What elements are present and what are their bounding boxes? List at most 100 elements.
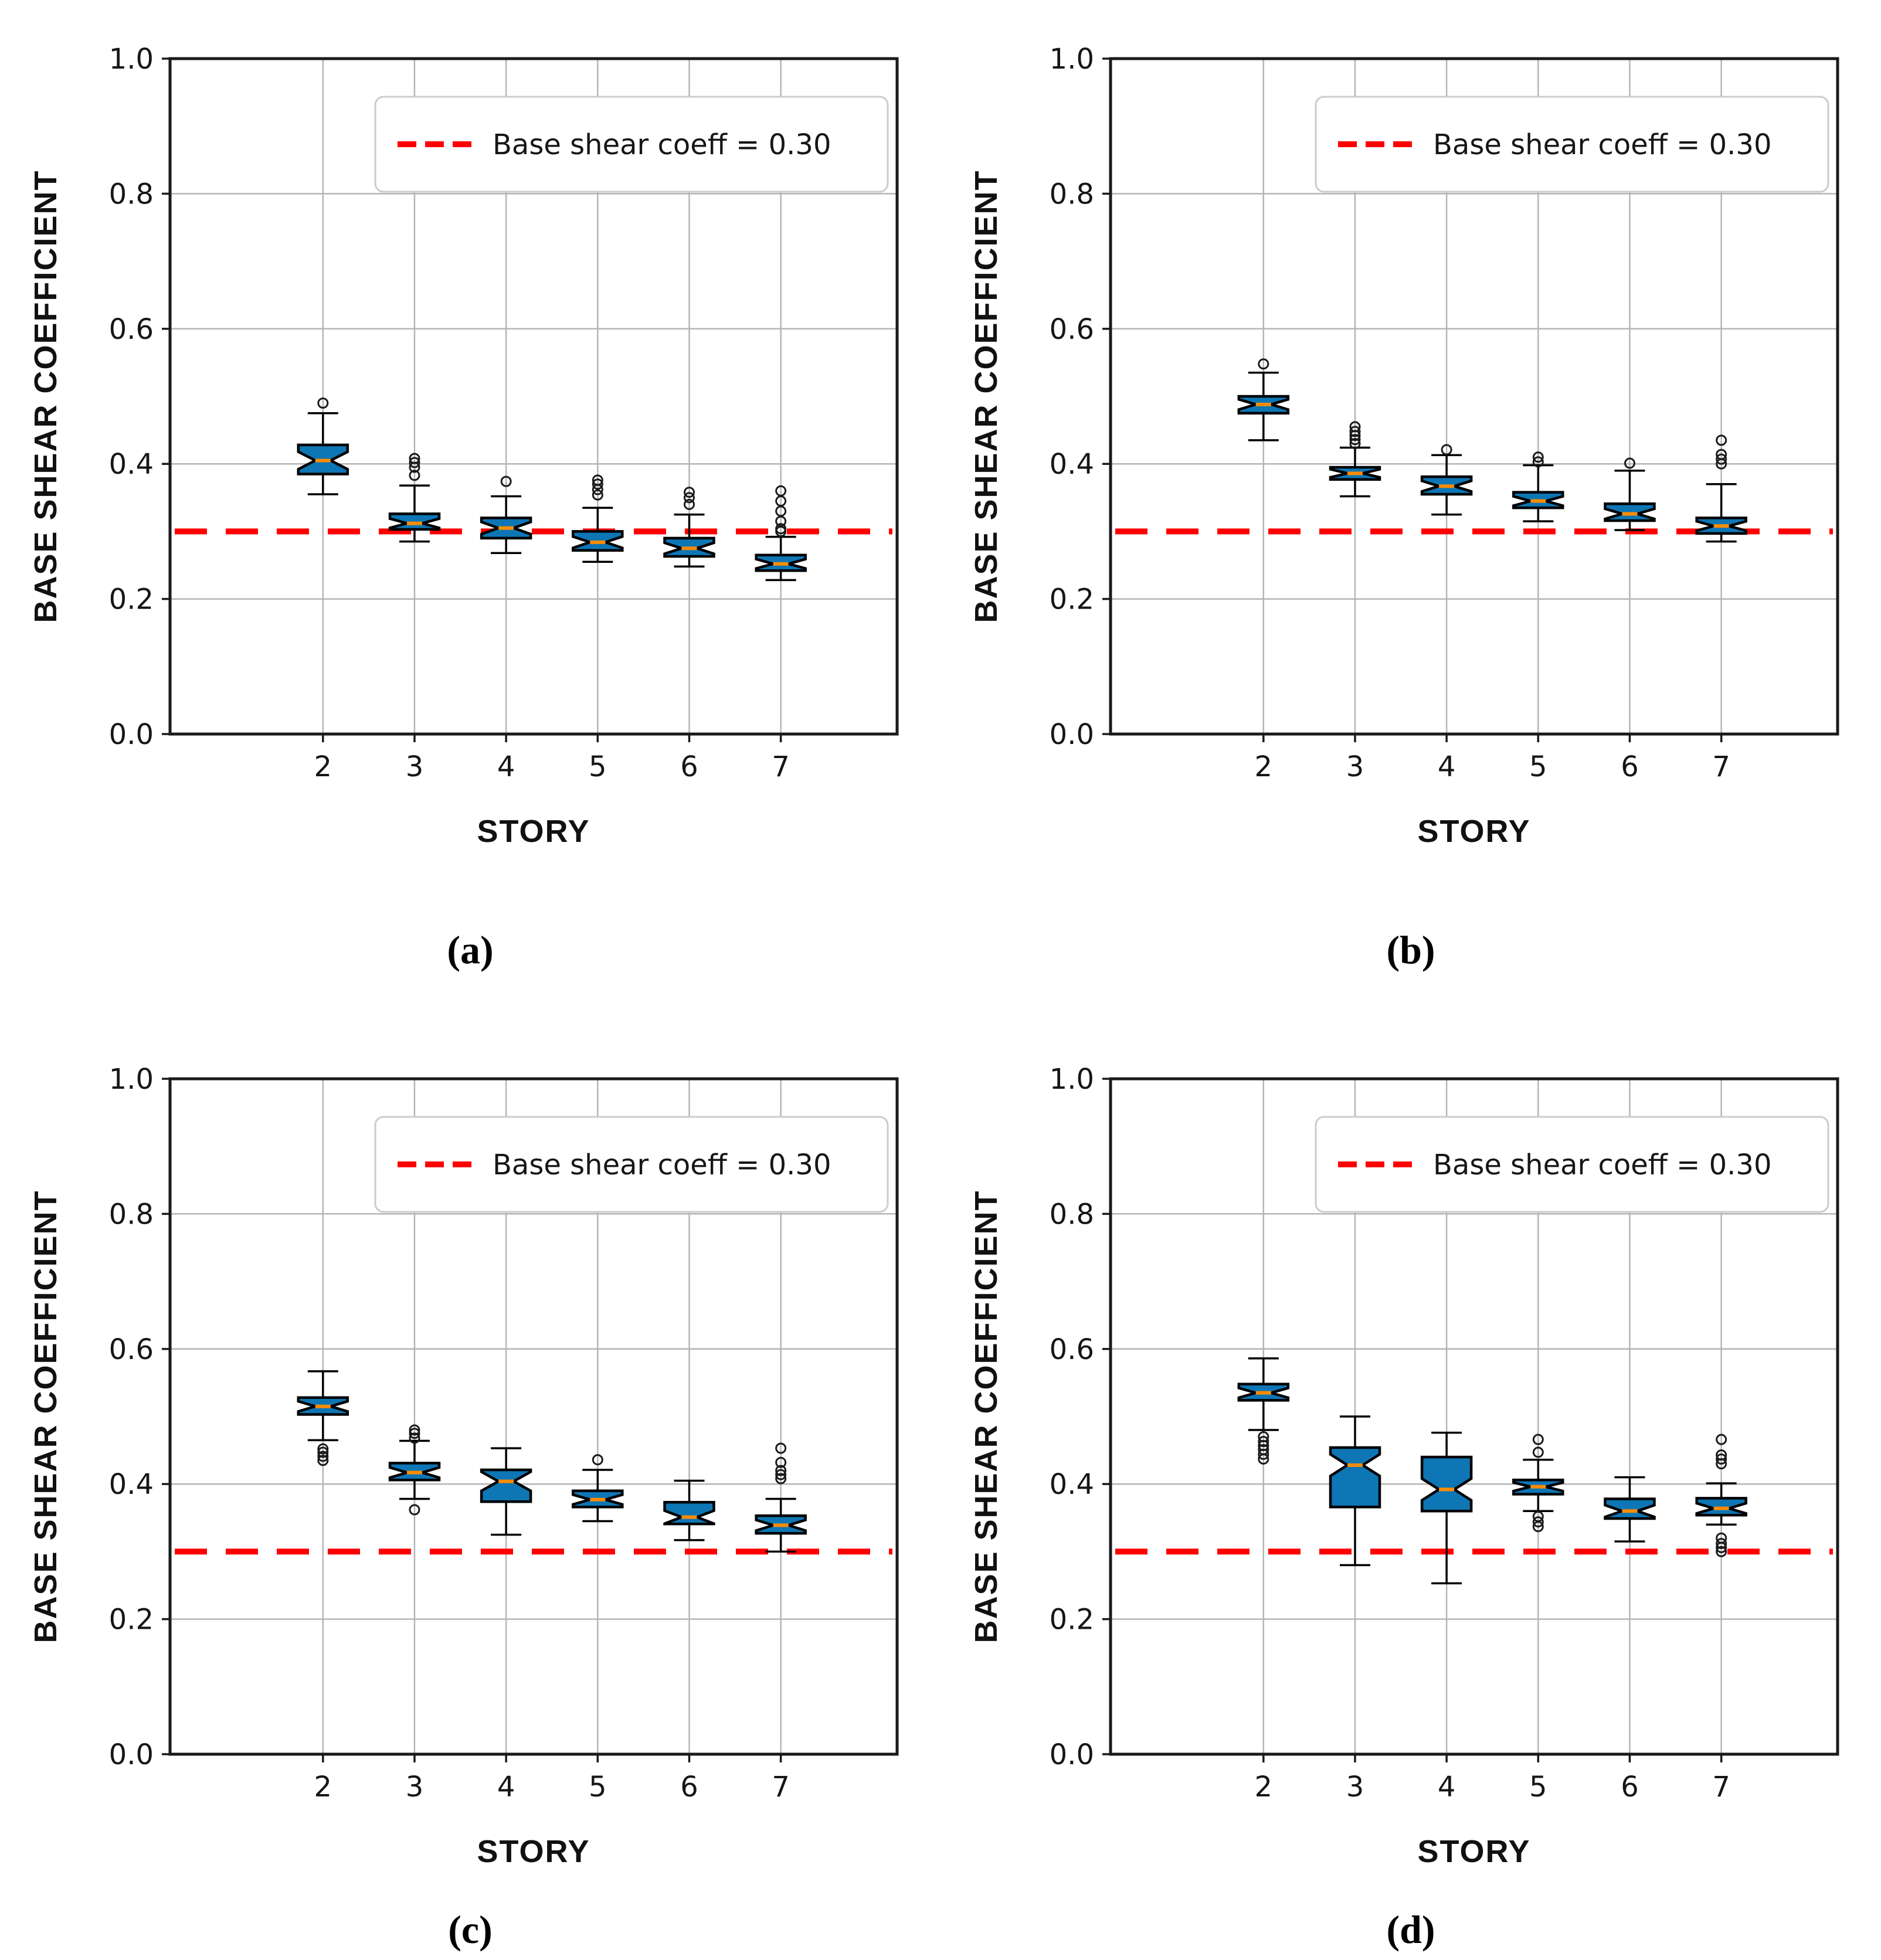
x-tick-label: 3: [1346, 750, 1364, 783]
outlier-point: [1716, 1545, 1727, 1557]
outlier-point: [409, 453, 420, 464]
y-tick-label: 1.0: [1050, 1063, 1094, 1096]
y-tick-label: 0.0: [109, 1738, 154, 1771]
box-group-story-3: [1329, 421, 1381, 498]
y-tick-label: 0.6: [1050, 313, 1094, 346]
y-tick-label: 0.0: [109, 718, 154, 751]
y-tick-label: 0.2: [109, 583, 154, 616]
outlier-point: [775, 1469, 787, 1480]
panel-b-cell: 0.0 0.2 0.4 0.6 0.8 1.0 2 3 4 5 6 7 BASE SHEAR COEFF…: [940, 0, 1881, 1020]
x-tick-label: 2: [314, 750, 332, 783]
x-axis-label: STORY: [1417, 814, 1530, 849]
y-tick-label: 0.4: [109, 1468, 154, 1501]
outlier-point: [317, 398, 329, 409]
outlier-point: [500, 475, 512, 487]
x-tick-label: 7: [1712, 1771, 1730, 1803]
outlier-point: [1349, 438, 1361, 450]
x-tick-label: 4: [497, 1771, 515, 1803]
outlier-point: [775, 1442, 787, 1454]
legend-label: Base shear coeff = 0.30: [493, 1149, 831, 1181]
y-tick-label: 0.0: [1050, 1738, 1094, 1771]
notched-box: [1604, 1497, 1656, 1520]
outlier-point: [317, 1443, 329, 1455]
outlier-point: [1258, 1443, 1269, 1455]
y-axis-label: BASE SHEAR COEFFICIENT: [28, 169, 63, 623]
x-tick-label: 6: [1621, 1771, 1639, 1803]
outlier-point: [1716, 1532, 1727, 1544]
x-tick-label: 6: [680, 750, 698, 783]
box-group-story-5: [1512, 451, 1564, 522]
legend: Base shear coeff = 0.30: [374, 1116, 889, 1213]
y-tick-label: 0.2: [1050, 1604, 1094, 1636]
outlier-point: [775, 1465, 787, 1476]
panel-a-figure: 0.0 0.2 0.4 0.6 0.8 1.0 2 3 4 5 6 7 BASE SHEAR COEFF…: [0, 0, 940, 879]
box-group-story-2: [1237, 358, 1290, 441]
outlier-point: [1349, 434, 1361, 446]
outlier-point: [683, 498, 695, 510]
outlier-point: [775, 523, 787, 535]
chart-panel-a: 0.0 0.2 0.4 0.6 0.8 1.0 2 3 4 5 6 7 BASE SHEAR COEFF…: [28, 43, 899, 849]
axes: 0.0 0.2 0.4 0.6 0.8 1.0 2 3 4 5 6 7: [109, 1063, 790, 1803]
chart-panel-d: 0.0 0.2 0.4 0.6 0.8 1.0 2 3 4 5 6 7 BASE SHEAR COEFF…: [969, 1063, 1839, 1869]
outlier-point: [1716, 1434, 1727, 1445]
x-tick-label: 3: [406, 750, 424, 783]
outlier-point: [775, 1456, 787, 1468]
axes: 0.0 0.2 0.4 0.6 0.8 1.0 2 3 4 5 6 7: [1050, 43, 1730, 783]
y-tick-label: 0.4: [1050, 448, 1094, 481]
x-tick-label: 4: [1438, 1771, 1456, 1803]
x-axis-label: STORY: [477, 1834, 590, 1869]
y-axis-label: BASE SHEAR COEFFICIENT: [28, 1190, 63, 1643]
legend-box: [374, 96, 889, 193]
y-tick-label: 0.2: [1050, 583, 1094, 616]
y-axis-label: BASE SHEAR COEFFICIENT: [969, 1190, 1004, 1643]
box-group-story-2: [1237, 1357, 1290, 1465]
legend-label: Base shear coeff = 0.30: [493, 128, 831, 161]
box-group-story-2: [297, 1370, 349, 1466]
legend-box: [1315, 1116, 1829, 1213]
outlier-point: [1532, 451, 1544, 463]
panel-c-cell: 0.0 0.2 0.4 0.6 0.8 1.0 2 3 4 5 6 7 BASE SHEAR COEFF…: [0, 1020, 940, 1960]
outlier-point: [592, 1454, 603, 1466]
x-tick-label: 4: [1438, 750, 1456, 783]
legend-label: Base shear coeff = 0.30: [1433, 1149, 1771, 1181]
x-axis-label: STORY: [477, 814, 590, 849]
outlier-point: [775, 485, 787, 497]
outlier-point: [1716, 1453, 1727, 1465]
box-group-story-3: [1329, 1415, 1381, 1567]
x-tick-label: 2: [1255, 1771, 1273, 1803]
notched-box: [480, 1468, 532, 1503]
chart-panel-b: 0.0 0.2 0.4 0.6 0.8 1.0 2 3 4 5 6 7 BASE SHEAR COEFF…: [969, 43, 1839, 849]
box-group-story-5: [1512, 1434, 1564, 1533]
panel-c-figure: 0.0 0.2 0.4 0.6 0.8 1.0 2 3 4 5 6 7 BASE SHEAR COEFF…: [0, 1020, 940, 1900]
box-group-story-7: [755, 485, 807, 582]
panel-a-caption: (a): [447, 927, 494, 972]
x-tick-label: 6: [1621, 750, 1639, 783]
outlier-point: [1258, 358, 1269, 370]
box-group-story-4: [1420, 444, 1473, 516]
y-tick-label: 0.8: [109, 178, 154, 210]
box-group-story-6: [1604, 457, 1656, 531]
panel-d-cell: 0.0 0.2 0.4 0.6 0.8 1.0 2 3 4 5 6 7 BASE SHEAR COEFF…: [940, 1020, 1881, 1960]
outlier-point: [592, 474, 603, 486]
plot-frame: [1109, 57, 1839, 736]
x-tick-label: 5: [1529, 750, 1547, 783]
x-tick-label: 2: [1255, 750, 1273, 783]
box-group-story-7: [755, 1442, 807, 1553]
outlier-point: [1716, 1538, 1727, 1550]
box-group-story-6: [663, 1479, 715, 1541]
outlier-point: [1532, 1516, 1544, 1528]
x-tick-label: 6: [680, 1771, 698, 1803]
y-tick-label: 0.4: [1050, 1468, 1094, 1501]
x-axis-label: STORY: [1417, 1834, 1530, 1869]
outlier-point: [409, 457, 420, 468]
box-group-story-2: [297, 398, 349, 495]
y-tick-label: 0.6: [1050, 1333, 1094, 1366]
y-tick-label: 0.4: [109, 448, 154, 481]
box-group-story-4: [480, 1447, 532, 1536]
outlier-point: [1349, 426, 1361, 437]
outlier-point: [1532, 1434, 1544, 1445]
y-tick-label: 1.0: [109, 1063, 154, 1096]
chart-panel-c: 0.0 0.2 0.4 0.6 0.8 1.0 2 3 4 5 6 7 BASE SHEAR COEFF…: [28, 1063, 899, 1869]
x-tick-label: 3: [1346, 1771, 1364, 1803]
box-group-story-5: [572, 474, 624, 563]
